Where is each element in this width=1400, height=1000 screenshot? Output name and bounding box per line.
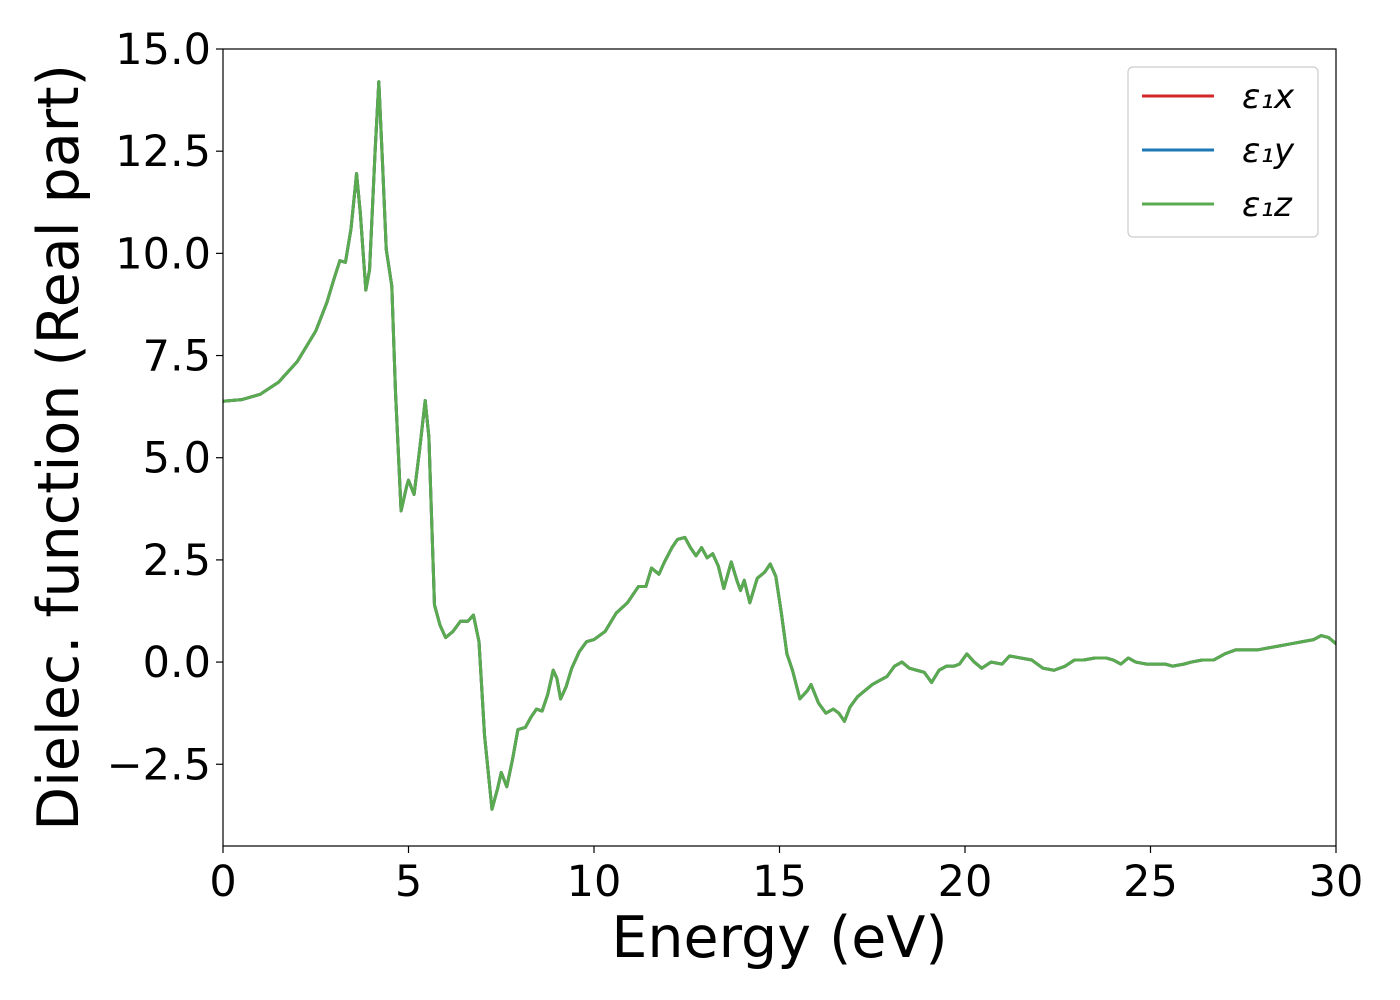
x-tick-label: 25: [1123, 857, 1178, 907]
legend-label: ε₁y: [1242, 131, 1295, 171]
y-axis: −2.5 0.0 2.5 5.0 7.5 10.0 12.5 15.0: [107, 25, 223, 790]
y-axis-label: Dielec. function (Real part): [26, 64, 92, 831]
y-tick-label: 0.0: [143, 638, 211, 688]
x-tick-label: 5: [395, 857, 422, 907]
y-tick-label: −2.5: [107, 740, 211, 790]
y-tick-label: 15.0: [115, 25, 211, 75]
x-tick-label: 10: [567, 857, 622, 907]
y-tick-label: 5.0: [143, 434, 211, 484]
x-tick-label: 0: [209, 857, 236, 907]
series-layer: [223, 80, 1336, 811]
legend-label: ε₁z: [1242, 185, 1293, 225]
y-tick-label: 2.5: [143, 536, 211, 586]
series-line-3: [223, 80, 1336, 811]
x-axis: 0 5 10 15 20 25 30: [209, 846, 1363, 907]
x-axis-label: Energy (eV): [611, 905, 947, 971]
y-tick-label: 10.0: [115, 229, 211, 279]
x-tick-label: 30: [1309, 857, 1364, 907]
x-tick-label: 15: [752, 857, 807, 907]
y-tick-label: 12.5: [115, 127, 211, 177]
legend-box: [1127, 66, 1319, 238]
legend: ε₁x ε₁y ε₁z: [1127, 66, 1319, 238]
legend-label: ε₁x: [1242, 77, 1295, 117]
x-tick-label: 20: [938, 857, 993, 907]
y-tick-label: 7.5: [143, 332, 211, 382]
